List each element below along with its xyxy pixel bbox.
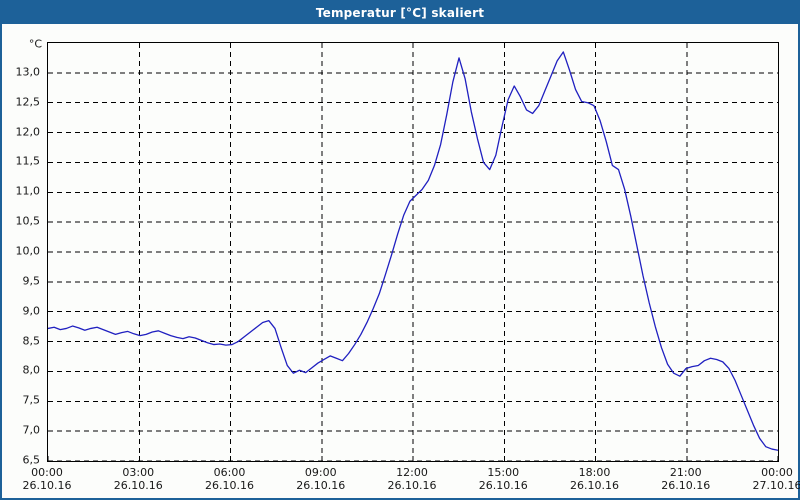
x-tick-date: 27.10.16 — [752, 479, 800, 492]
x-tick-time: 03:00 — [122, 466, 155, 479]
x-tick-time: 00:00 — [761, 466, 793, 479]
x-tick-time: 21:00 — [669, 466, 702, 479]
x-tick-date: 26.10.16 — [205, 479, 254, 492]
y-axis-tick-label: 8,5 — [22, 334, 41, 348]
x-tick-date: 26.10.16 — [661, 479, 711, 492]
y-axis-tick-label: 10,5 — [15, 214, 41, 228]
x-tick-time: 00:00 — [31, 466, 63, 479]
y-axis-unit-label: °C — [28, 37, 42, 51]
x-tick-date: 26.10.16 — [22, 479, 72, 492]
temperature-series-line — [48, 51, 778, 451]
y-axis-tick-label: 12,5 — [15, 95, 41, 109]
window-title: Temperatur [°C] skaliert — [315, 6, 485, 20]
y-axis-tick-label: 7,0 — [22, 423, 41, 437]
y-axis-tick-label: 11,0 — [15, 184, 41, 198]
y-axis-tick-label: 9,0 — [22, 304, 41, 318]
x-tick-time: 18:00 — [578, 466, 611, 479]
x-tick-time: 06:00 — [213, 466, 246, 479]
y-axis-tick-label: 9,5 — [22, 274, 41, 288]
x-axis-tick-label: 03:00 26.10.16 — [114, 466, 163, 492]
x-axis-tick-label: 18:00 26.10.16 — [570, 466, 619, 492]
x-tick-time: 15:00 — [487, 466, 520, 479]
axis-ticks — [48, 456, 778, 461]
y-axis-tick-label: 8,0 — [22, 363, 41, 377]
x-axis-tick-label: 21:00 26.10.16 — [661, 466, 710, 492]
y-axis-tick-label: 6,5 — [22, 453, 41, 467]
x-axis-tick-label: 00:00 27.10.16 — [753, 466, 800, 492]
window-titlebar: Temperatur [°C] skaliert — [2, 2, 798, 24]
y-axis-tick-label: 13,0 — [15, 65, 41, 79]
y-axis-tick-label: 10,0 — [15, 244, 41, 258]
plot-area — [47, 42, 779, 462]
x-tick-date: 26.10.16 — [478, 479, 528, 492]
x-axis-tick-label: 06:00 26.10.16 — [205, 466, 254, 492]
vertical-gridlines — [138, 43, 688, 461]
horizontal-gridlines — [48, 72, 778, 461]
y-axis-tick-label: 7,5 — [22, 393, 41, 407]
x-axis-tick-label: 12:00 26.10.16 — [388, 466, 437, 492]
x-tick-date: 26.10.16 — [296, 479, 346, 492]
x-tick-date: 26.10.16 — [570, 479, 619, 492]
x-tick-time: 12:00 — [396, 466, 428, 479]
chart-canvas: °C 13,0 12,5 12,0 11,5 11,0 10,5 10,0 9,5 9,0 8,5… — [2, 24, 800, 498]
x-axis-tick-label: 00:00 26.10.16 — [23, 466, 72, 492]
plot-svg — [48, 43, 778, 461]
y-axis-tick-label: 12,0 — [15, 125, 41, 139]
x-axis-tick-label: 09:00 26.10.16 — [296, 466, 345, 492]
x-tick-date: 26.10.16 — [113, 479, 163, 492]
x-tick-time: 09:00 — [304, 466, 337, 479]
x-tick-date: 26.10.16 — [387, 479, 437, 492]
y-axis-tick-label: 11,5 — [15, 154, 41, 168]
x-axis-tick-label: 15:00 26.10.16 — [479, 466, 528, 492]
